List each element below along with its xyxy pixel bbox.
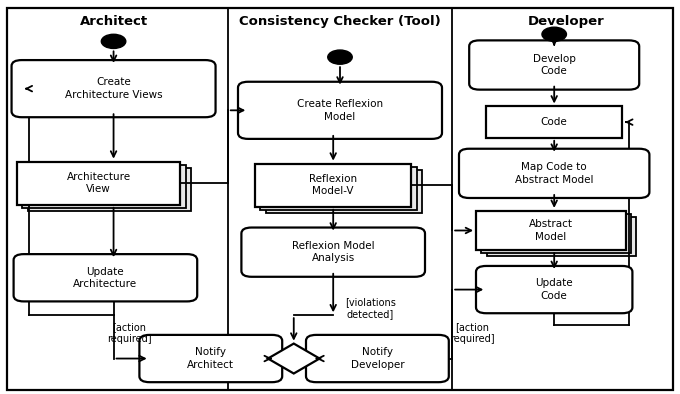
Text: [action
required]: [action required] [450, 322, 495, 344]
FancyBboxPatch shape [306, 335, 449, 382]
Text: [action
required]: [action required] [107, 322, 152, 344]
Text: Architect: Architect [80, 15, 148, 28]
Bar [486, 106, 622, 138]
Text: Update
Architecture: Update Architecture [73, 267, 137, 289]
Bar [476, 211, 626, 250]
Text: Architecture
View: Architecture View [67, 172, 131, 194]
Text: Consistency Checker (Tool): Consistency Checker (Tool) [239, 15, 441, 28]
FancyBboxPatch shape [7, 8, 673, 390]
Text: Create
Architecture Views: Create Architecture Views [65, 78, 163, 100]
Text: [violations
detected]: [violations detected] [345, 297, 396, 319]
Bar [266, 170, 422, 213]
FancyBboxPatch shape [476, 266, 632, 313]
Text: Create Reflexion
Model: Create Reflexion Model [297, 99, 383, 121]
Text: Map Code to
Abstract Model: Map Code to Abstract Model [515, 162, 594, 184]
Polygon shape [268, 344, 320, 374]
Bar [17, 162, 180, 205]
FancyBboxPatch shape [469, 41, 639, 90]
Text: Notify
Architect: Notify Architect [187, 348, 235, 370]
Circle shape [101, 34, 126, 48]
Bar [28, 168, 191, 211]
Text: Reflexion
Model-V: Reflexion Model-V [309, 174, 357, 196]
Bar [260, 167, 417, 210]
Bar [481, 214, 631, 253]
FancyBboxPatch shape [14, 254, 197, 301]
Text: Reflexion Model
Analysis: Reflexion Model Analysis [292, 241, 375, 263]
FancyBboxPatch shape [139, 335, 282, 382]
Text: Developer: Developer [528, 15, 605, 28]
Circle shape [328, 50, 352, 64]
Bar [255, 164, 411, 207]
FancyBboxPatch shape [241, 228, 425, 277]
Bar [22, 165, 186, 208]
FancyBboxPatch shape [238, 82, 442, 139]
Circle shape [542, 27, 566, 41]
Text: Code: Code [541, 117, 568, 127]
Text: Abstract
Model: Abstract Model [529, 219, 573, 242]
FancyBboxPatch shape [459, 149, 649, 198]
Text: Develop
Code: Develop Code [532, 54, 576, 76]
Bar [487, 217, 636, 256]
Text: Update
Code: Update Code [535, 279, 573, 301]
FancyBboxPatch shape [12, 60, 216, 117]
Text: Notify
Developer: Notify Developer [351, 348, 404, 370]
